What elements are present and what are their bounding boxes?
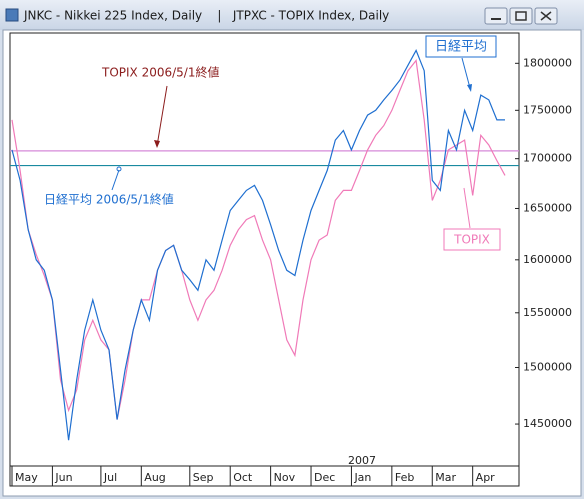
annotation: 日経平均 bbox=[435, 40, 487, 55]
x-tick-label: Aug bbox=[144, 471, 165, 484]
y-tick-label: 1700000 bbox=[523, 152, 572, 165]
x-tick-label: May bbox=[15, 471, 38, 484]
x-tick-label: Jun bbox=[54, 471, 72, 484]
x-tick-label: Jul bbox=[103, 471, 117, 484]
y-tick-label: 1450000 bbox=[523, 417, 572, 430]
y-tick-label: 1800000 bbox=[523, 56, 572, 69]
x-tick-label: Sep bbox=[193, 471, 214, 484]
plot-area bbox=[9, 32, 520, 467]
annotation: TOPIX 2006/5/1終値 bbox=[101, 65, 219, 80]
label-box bbox=[443, 228, 501, 251]
x-tick-label: Feb bbox=[395, 471, 414, 484]
y-tick-label: 1600000 bbox=[523, 253, 572, 266]
x-tick-label: Oct bbox=[233, 471, 253, 484]
y-tick-label: 1750000 bbox=[523, 103, 572, 116]
app-icon bbox=[5, 8, 19, 22]
annotation: TOPIX bbox=[453, 233, 490, 247]
series-line bbox=[11, 48, 505, 441]
x-tick-label: Jan bbox=[353, 471, 371, 484]
maximize-button[interactable] bbox=[509, 7, 533, 25]
x-tick-label: Dec bbox=[314, 471, 335, 484]
annotation: 日経平均 2006/5/1終値 bbox=[44, 192, 174, 207]
minimize-button[interactable] bbox=[484, 7, 508, 25]
window-title: JNKC - Nikkei 225 Index, Daily | JTPXC -… bbox=[23, 9, 389, 23]
series-line bbox=[11, 59, 506, 420]
label-box bbox=[425, 35, 497, 58]
x-tick-label: Nov bbox=[274, 471, 296, 484]
y-tick-label: 1500000 bbox=[523, 360, 572, 373]
x-tick-label: Mar bbox=[435, 471, 456, 484]
y-tick-label: 1550000 bbox=[523, 306, 572, 319]
x-tick-label: Apr bbox=[476, 471, 496, 484]
y-tick-label: 1650000 bbox=[523, 201, 572, 214]
year-label: 2007 bbox=[348, 454, 376, 467]
